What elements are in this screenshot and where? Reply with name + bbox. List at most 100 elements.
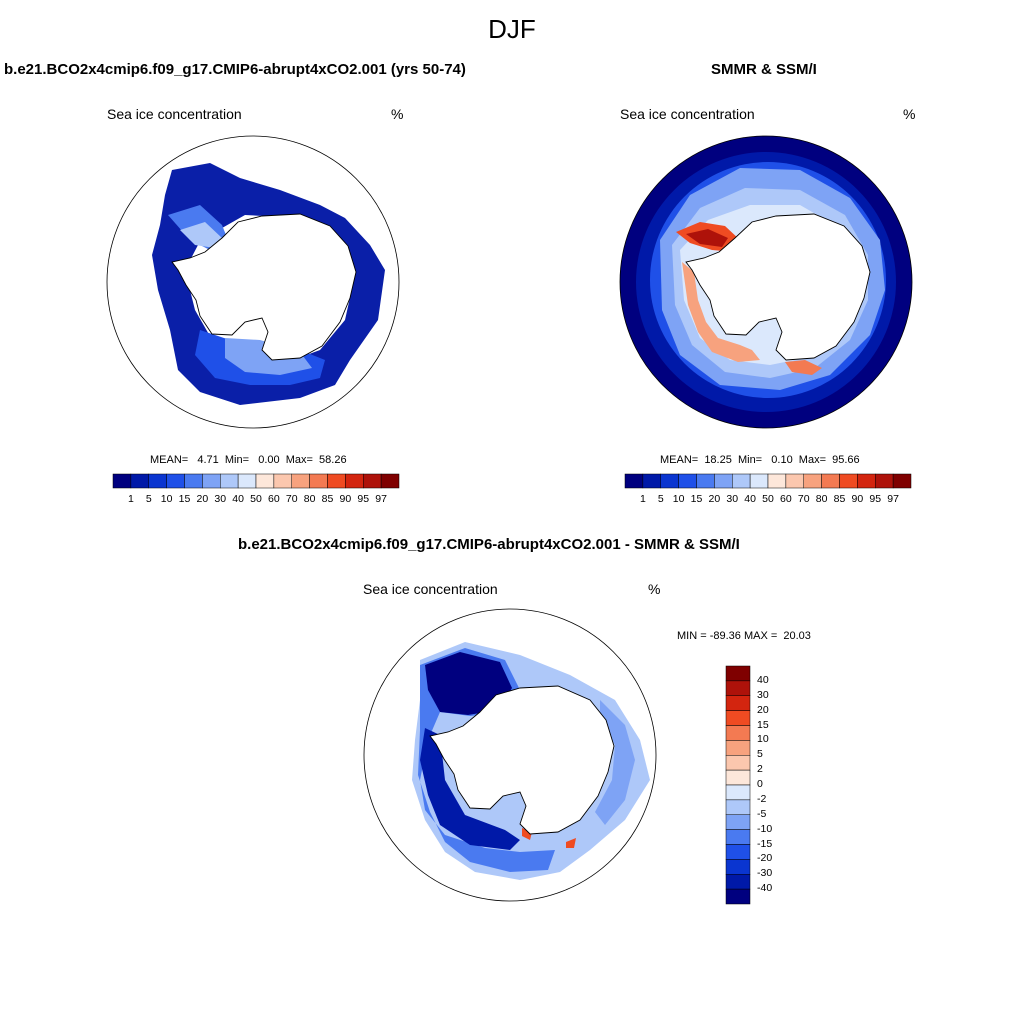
colorbar-obs-swatch: [678, 473, 697, 489]
colorbar-model-label: 97: [375, 493, 387, 505]
panel-model-variable: Sea ice concentration: [107, 106, 242, 122]
colorbar-diff-label: 0: [757, 778, 763, 790]
colorbar-diff-label: 20: [757, 703, 769, 716]
colorbar-model-swatch: [255, 473, 275, 489]
colorbar-model: [112, 473, 400, 489]
panel-diff-units: %: [648, 581, 661, 597]
panel-diff-stats: MIN = -89.36 MAX = 20.03: [677, 630, 811, 642]
colorbar-obs-swatch: [892, 473, 912, 489]
colorbar-obs-label: 97: [887, 493, 899, 505]
colorbar-diff-swatch: [725, 740, 751, 756]
colorbar-diff-swatch: [725, 710, 751, 726]
colorbar-model-swatch: [220, 473, 239, 489]
diff-field-weddell: [425, 652, 512, 715]
colorbar-diff-swatch: [725, 665, 751, 682]
panel-model-units: %: [391, 106, 404, 122]
colorbar-model-label: 15: [178, 493, 191, 505]
colorbar-diff-label: -15: [757, 837, 773, 850]
panel-model-stats: MEAN= 4.71 Min= 0.00 Max= 58.26: [150, 454, 347, 466]
colorbar-model-label: 70: [285, 493, 298, 505]
antarctica-obs: [685, 213, 871, 361]
colorbar-diff-label: -20: [757, 852, 773, 865]
colorbar-model-swatch: [291, 473, 310, 489]
antarctica-model: [171, 213, 357, 361]
colorbar-model-label: 40: [232, 493, 244, 505]
colorbar-model-label: 10: [160, 493, 173, 505]
colorbar-obs-swatch: [696, 473, 715, 489]
colorbar-obs-swatch: [821, 473, 840, 489]
panel-obs-variable: Sea ice concentration: [620, 106, 755, 122]
colorbar-model-swatch: [327, 473, 346, 489]
colorbar-obs-swatch: [767, 473, 787, 489]
colorbar-model-swatch: [363, 473, 382, 489]
map-diff: [412, 642, 650, 880]
colorbar-obs-swatch: [624, 473, 644, 489]
ice-field-model-weddell-light: [180, 222, 222, 248]
antarctica-diff: [429, 685, 615, 835]
colorbar-diff-swatch: [725, 844, 751, 860]
colorbar-obs-swatch: [785, 473, 804, 489]
colorbar-obs-label: 5: [657, 493, 664, 505]
colorbar-model-label: 30: [214, 493, 227, 505]
colorbar-obs-swatch: [857, 473, 876, 489]
colorbar-obs-swatch: [642, 473, 661, 489]
colorbar-model-swatch: [166, 473, 185, 489]
colorbar-model-swatch: [345, 473, 364, 489]
colorbar-obs-label: 70: [797, 493, 810, 505]
colorbar-obs-label: 50: [762, 493, 774, 505]
colorbar-obs-label: 95: [869, 493, 882, 505]
colorbar-obs-swatch: [660, 473, 679, 489]
colorbar-obs-swatch: [714, 473, 733, 489]
colorbar-diff-swatch: [725, 755, 751, 771]
colorbar-model-label: 85: [321, 493, 334, 505]
colorbar-model-label: 5: [145, 493, 152, 505]
colorbar-diff-swatch: [725, 829, 751, 845]
colorbar-obs: [624, 473, 912, 489]
colorbar-diff-swatch: [725, 874, 751, 890]
colorbar-obs-label: 20: [708, 493, 721, 505]
colorbar-diff-swatch: [725, 859, 751, 875]
colorbar-obs-label: 15: [690, 493, 703, 505]
colorbar-diff-swatch: [725, 888, 751, 905]
colorbar-model-swatch: [184, 473, 203, 489]
colorbar-diff-label: 2: [757, 763, 763, 776]
colorbar-obs-label: 60: [780, 493, 792, 505]
colorbar-model-label: 1: [127, 493, 134, 505]
colorbar-diff-swatch: [725, 784, 751, 801]
colorbar-obs-label: 90: [851, 493, 864, 505]
colorbar-model-swatch: [380, 473, 400, 489]
colorbar-model-swatch: [273, 473, 292, 489]
figure-title: DJF: [488, 14, 536, 44]
colorbar-model-swatch: [237, 473, 257, 489]
panel-title-obs: SMMR & SSM/I: [711, 61, 817, 78]
panel-title-diff: b.e21.BCO2x4cmip6.f09_g17.CMIP6-abrupt4x…: [238, 536, 740, 553]
colorbar-diff-swatch: [725, 799, 751, 815]
panel-obs-units: %: [903, 106, 916, 122]
colorbar-obs-swatch: [749, 473, 769, 489]
colorbar-model-swatch: [148, 473, 167, 489]
colorbar-model-label: 60: [268, 493, 280, 505]
colorbar-model-swatch: [112, 473, 132, 489]
colorbar-obs-swatch: [803, 473, 822, 489]
colorbar-model-swatch: [309, 473, 328, 489]
colorbar-diff-label: -30: [757, 867, 773, 880]
colorbar-obs-label: 40: [744, 493, 756, 505]
colorbar-model-label: 20: [196, 493, 209, 505]
colorbar-diff-label: -10: [757, 822, 773, 835]
colorbar-obs-label: 1: [639, 493, 646, 505]
colorbar-obs-label: 30: [726, 493, 739, 505]
panel-obs-stats: MEAN= 18.25 Min= 0.10 Max= 95.66: [660, 454, 860, 466]
colorbar-diff-label: 30: [757, 688, 769, 701]
colorbar-model-label: 80: [303, 493, 316, 505]
colorbar-obs-swatch: [732, 473, 751, 489]
colorbar-diff-swatch: [725, 695, 751, 711]
colorbar-model-label: 50: [250, 493, 262, 505]
ice-field-obs-ross: [785, 360, 822, 375]
colorbar-diff-label: 10: [757, 733, 769, 746]
colorbar-obs-label: 80: [815, 493, 828, 505]
map-obs: [620, 136, 912, 428]
colorbar-diff: [725, 665, 751, 905]
colorbar-diff-swatch: [725, 769, 751, 786]
colorbar-diff-swatch: [725, 725, 751, 741]
